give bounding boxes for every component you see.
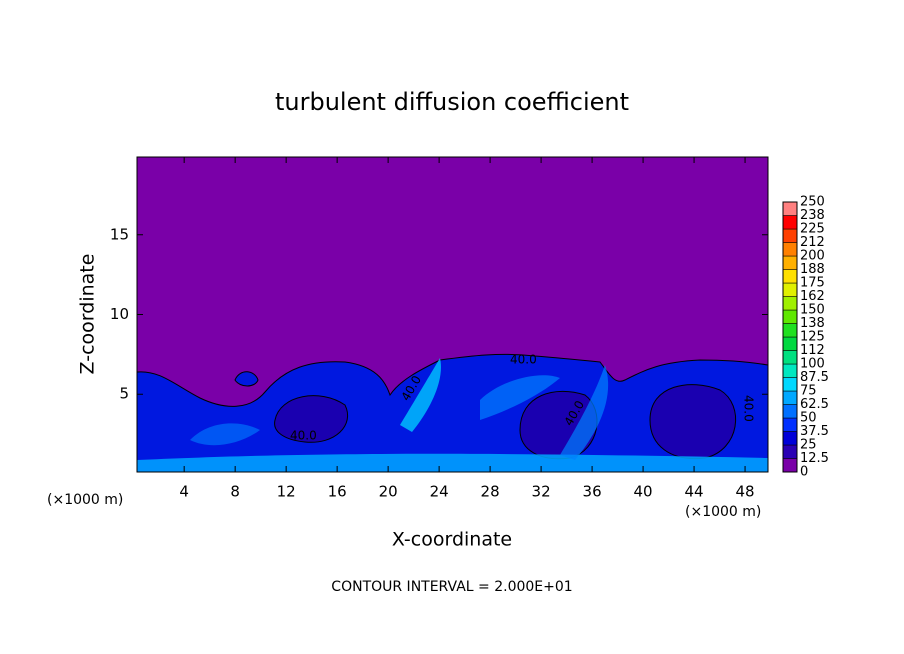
contour-label: 40.0 — [742, 395, 756, 422]
colorbar-tick-label: 0 — [800, 465, 808, 480]
colorbar-bin — [782, 417, 798, 432]
x-tick-label: 8 — [230, 483, 240, 501]
field-light — [137, 453, 768, 472]
colorbar-tick-label: 25 — [800, 438, 817, 453]
field-blob — [234, 371, 259, 387]
colorbar-bin — [782, 296, 798, 311]
colorbar-bin — [782, 431, 798, 446]
colorbar-tick-label: 112 — [800, 343, 825, 358]
y-tick-label: 15 — [110, 225, 129, 243]
colorbar-tick-label: 62.5 — [800, 397, 829, 412]
colorbar-bin — [782, 336, 798, 351]
colorbar-bin — [782, 377, 798, 392]
x-tick-label: 40 — [634, 483, 653, 501]
colorbar-bin — [782, 323, 798, 338]
colorbar-tick-label: 225 — [800, 222, 825, 237]
x-unit-label: (×1000 m) — [685, 504, 761, 520]
colorbar-bin — [782, 458, 798, 473]
colorbar-frame — [782, 201, 798, 473]
colorbar-tick-label: 175 — [800, 276, 825, 291]
x-tick-label: 4 — [179, 483, 189, 501]
colorbar-tick-label: 238 — [800, 208, 825, 223]
colorbar-bin — [782, 282, 798, 297]
x-tick-label: 28 — [481, 483, 500, 501]
colorbar-bin — [782, 201, 798, 216]
colorbar-bin — [782, 363, 798, 378]
y-axis-label: Z-coordinate — [77, 254, 99, 375]
colorbar-tick-label: 125 — [800, 330, 825, 345]
colorbar-bin — [782, 350, 798, 365]
colorbar-tick-label: 162 — [800, 289, 825, 304]
x-tick-label: 16 — [328, 483, 347, 501]
x-unit-label: (×1000 m) — [47, 492, 123, 508]
colorbar-tick-label: 12.5 — [800, 451, 829, 466]
field-light — [480, 375, 560, 420]
contour-label: 40.0 — [510, 353, 537, 367]
colorbar-tick-label: 50 — [800, 411, 817, 426]
colorbar-bin — [782, 309, 798, 324]
x-tick-label: 24 — [430, 483, 449, 501]
field-swirl — [649, 384, 736, 460]
colorbar-bin — [782, 242, 798, 257]
x-tick-label: 32 — [532, 483, 551, 501]
colorbar-tick-label: 138 — [800, 316, 825, 331]
x-tick-label: 44 — [685, 483, 704, 501]
colorbar-tick-label: 100 — [800, 357, 825, 372]
field-light — [400, 358, 441, 432]
colorbar-tick-label: 37.5 — [800, 424, 829, 439]
colorbar-bin — [782, 215, 798, 230]
colorbar-tick-label: 212 — [800, 235, 825, 250]
field-light — [190, 423, 260, 446]
x-tick-label: 48 — [736, 483, 755, 501]
colorbar-bin — [782, 269, 798, 284]
x-tick-label: 20 — [379, 483, 398, 501]
contour-label: 40.0 — [290, 429, 317, 443]
x-tick-label: 36 — [583, 483, 602, 501]
field-light — [560, 365, 609, 460]
footer-note: CONTOUR INTERVAL = 2.000E+01 — [331, 579, 572, 595]
field — [137, 157, 768, 472]
x-tick-label: 12 — [277, 483, 296, 501]
colorbar-bin — [782, 390, 798, 405]
colorbar-tick-label: 87.5 — [800, 370, 829, 385]
colorbar-bin — [782, 228, 798, 243]
colorbar-tick-label: 75 — [800, 384, 817, 399]
chart-title: turbulent diffusion coefficient — [275, 88, 629, 116]
colorbar-tick-label: 150 — [800, 303, 825, 318]
colorbar-tick-label: 250 — [800, 195, 825, 210]
x-axis-label: X-coordinate — [392, 529, 512, 551]
field-swirl — [274, 395, 348, 443]
colorbar-tick-label: 200 — [800, 249, 825, 264]
colorbar-bin — [782, 404, 798, 419]
y-tick-label: 5 — [119, 385, 129, 403]
colorbar-tick-label: 188 — [800, 262, 825, 277]
y-tick-label: 10 — [110, 305, 129, 323]
colorbar-bin — [782, 444, 798, 459]
colorbar-bin — [782, 255, 798, 270]
